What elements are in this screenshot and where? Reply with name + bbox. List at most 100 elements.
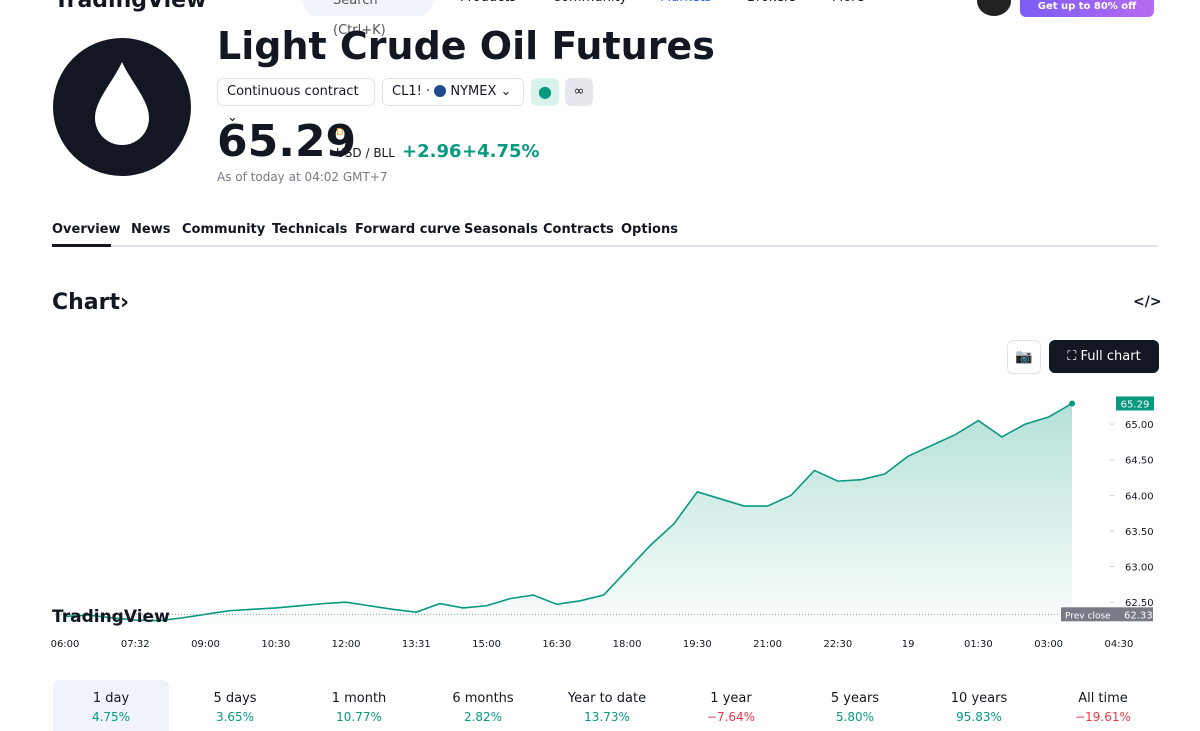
logo[interactable]: TradingView <box>54 0 207 13</box>
embed-button[interactable]: </> <box>1133 294 1162 310</box>
price-suffix: D <box>336 127 344 138</box>
period-label: 1 day <box>92 691 130 706</box>
symbol-icon <box>53 38 191 176</box>
tab[interactable]: Options <box>621 222 678 237</box>
period-change: 95.83% <box>956 710 1002 724</box>
period-change: 3.65% <box>215 710 255 724</box>
snapshot-button[interactable]: 📷 <box>1007 340 1041 374</box>
tab[interactable]: Forward curve <box>355 222 461 237</box>
y-tick-label: 62.50 <box>1125 598 1154 609</box>
prev-close-value: 62.33 <box>1124 610 1153 621</box>
symbol: CL1! <box>392 84 422 99</box>
title: Light Crude Oil Futures <box>217 24 715 68</box>
chart: 62.50 63.00 63.50 64.00 64.50 65.00 06:00 07:32… <box>51 396 1154 650</box>
period[interactable]: 5 years 5.80% <box>797 680 913 731</box>
period[interactable]: 1 day 4.75% <box>53 680 169 731</box>
contract-select[interactable]: Continuous contract ⌄ <box>217 78 375 125</box>
period-label: 1 month <box>331 691 387 706</box>
period-label: 10 years <box>950 691 1008 706</box>
currency: USD / BLL <box>336 146 395 160</box>
period[interactable]: 1 month 10.77% <box>301 680 417 731</box>
contract: Continuous contract <box>227 84 359 99</box>
last-price-label: 65.29 <box>1121 399 1150 410</box>
tab[interactable]: Community <box>182 222 266 237</box>
y-tick-label: 63.00 <box>1125 563 1154 574</box>
period[interactable]: 5 days 3.65% <box>177 680 293 731</box>
status[interactable]: ● <box>531 78 559 106</box>
full-chart-label: Full chart <box>1080 349 1141 364</box>
period[interactable]: 1 year −7.64% <box>673 680 789 731</box>
last-price-badge <box>1116 396 1154 411</box>
change-pct: +4.75% <box>462 141 540 162</box>
section-title[interactable]: Chart› <box>52 290 130 315</box>
price: 65.29 <box>217 116 357 167</box>
x-tick-label: 07:32 <box>121 639 150 650</box>
prev-close-label: Prev close <box>1065 611 1111 621</box>
x-tick-label: 19:30 <box>683 639 712 650</box>
period-label: 1 year <box>710 691 752 706</box>
period-label: Year to date <box>567 691 647 706</box>
promo[interactable]: Get up to 80% off <box>1020 0 1154 17</box>
x-tick-label: 21:00 <box>753 639 782 650</box>
y-tick-label: 63.50 <box>1125 527 1154 538</box>
x-tick-label: 13:31 <box>402 639 431 650</box>
tab[interactable]: News <box>131 222 171 237</box>
period[interactable]: 6 months 2.82% <box>425 680 541 731</box>
period-change: −7.64% <box>706 710 756 724</box>
nav-item[interactable]: More <box>832 0 864 5</box>
period-change: 2.82% <box>463 710 503 724</box>
x-tick-label: 01:30 <box>964 639 993 650</box>
price-line <box>64 402 1073 622</box>
prev-close-badge <box>1061 607 1153 622</box>
y-tick-label: 65.00 <box>1125 420 1154 431</box>
nav-item[interactable]: Brokers <box>747 0 796 5</box>
tab[interactable]: Seasonals <box>464 222 538 237</box>
x-tick-label: 22:30 <box>823 639 852 650</box>
x-tick-label: 18:00 <box>613 639 642 650</box>
period[interactable]: All time −19.61% <box>1045 680 1161 731</box>
tab[interactable]: Technicals <box>272 222 348 237</box>
nav-item[interactable]: Markets <box>660 0 711 5</box>
x-tick-label: 15:00 <box>472 639 501 650</box>
period-change: 5.80% <box>835 710 875 724</box>
symbol-select[interactable]: CL1! · NYMEX ⌄ <box>382 78 524 106</box>
period-label: 6 months <box>452 691 514 706</box>
x-tick-label: 06:00 <box>51 639 80 650</box>
search[interactable]: Search (Ctrl+K) <box>303 0 433 38</box>
change: +2.96 <box>402 141 462 162</box>
y-tick-label: 64.50 <box>1125 456 1154 467</box>
area <box>65 403 1073 625</box>
nav-item[interactable]: Community <box>552 0 627 5</box>
period[interactable]: 10 years 95.83% <box>921 680 1037 731</box>
period-label: All time <box>1078 691 1128 706</box>
exchange: NYMEX <box>450 84 497 99</box>
x-tick-label: 16:30 <box>542 639 571 650</box>
period-change: 10.77% <box>336 710 382 724</box>
tabs-divider <box>52 245 1158 247</box>
x-tick-label: 03:00 <box>1034 639 1063 650</box>
x-tick-label: 10:30 <box>261 639 290 650</box>
period[interactable]: Year to date 13.73% <box>549 680 665 731</box>
continuous[interactable]: ∞ <box>565 78 593 106</box>
x-tick-label: 09:00 <box>191 639 220 650</box>
x-tick-label: 04:30 <box>1104 639 1133 650</box>
active-tab-underline <box>52 244 111 247</box>
x-tick-label: 12:00 <box>332 639 361 650</box>
last-point <box>1069 400 1076 407</box>
nav-item[interactable]: Products <box>460 0 516 5</box>
avatar[interactable] <box>977 0 1011 16</box>
y-tick-label: 64.00 <box>1125 491 1154 502</box>
period-label: 5 days <box>213 691 257 706</box>
period-change: −19.61% <box>1075 710 1131 724</box>
x-tick-label: 19 <box>902 639 915 650</box>
section-title-text: Chart <box>52 290 121 315</box>
as-of: As of today at 04:02 GMT+7 <box>217 170 388 184</box>
tab[interactable]: Overview <box>52 222 121 237</box>
watermark: TradingView <box>52 607 170 627</box>
period-label: 5 years <box>830 691 880 706</box>
tab[interactable]: Contracts <box>543 222 614 237</box>
period-change: 4.75% <box>91 710 131 724</box>
full-chart-button[interactable]: ⛶ Full chart <box>1049 340 1159 373</box>
period-change: 13.73% <box>584 710 630 724</box>
